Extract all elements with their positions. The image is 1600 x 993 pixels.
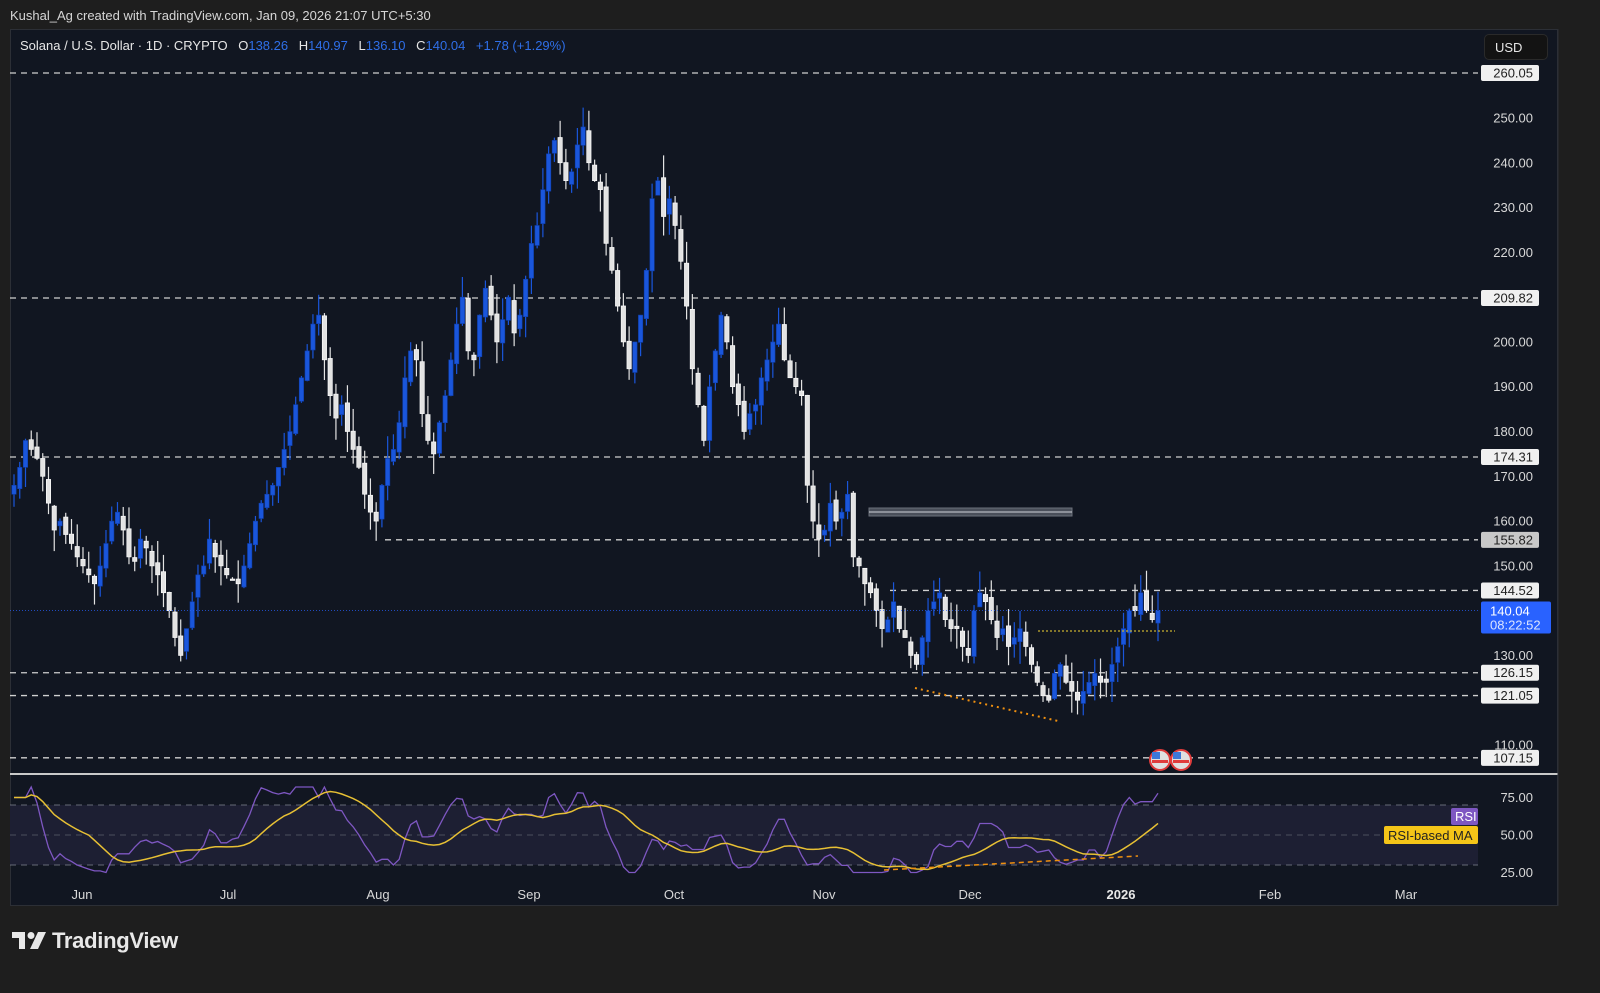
rsi-line [14,785,1159,874]
high-value: 140.97 [308,38,348,53]
svg-text:209.82: 209.82 [1493,290,1533,305]
level-price-label[interactable]: 107.15 [1481,749,1539,766]
rsi-ma-line [14,790,1159,871]
price-axis-tick: 240.00 [1493,155,1533,170]
us-flag-event-icon[interactable] [1170,749,1192,771]
time-axis-label: Jun [72,887,93,902]
price-axis-tick: 150.00 [1493,558,1533,573]
time-axis-label: Feb [1259,887,1281,902]
price-axis-tick: 220.00 [1493,245,1533,260]
tradingview-logo-icon [12,932,46,949]
rsi-axis-tick: 50.00 [1500,828,1533,843]
price-axis-tick: 170.00 [1493,469,1533,484]
time-axis-label: Jul [220,887,237,902]
price-axis-tick: 190.00 [1493,379,1533,394]
level-price-label[interactable]: 260.05 [1481,64,1539,81]
svg-text:140.04: 140.04 [1490,604,1530,619]
level-price-label[interactable]: 121.05 [1481,687,1539,704]
time-axis-label: Aug [366,887,389,902]
price-trendline[interactable] [914,687,1059,722]
time-axis-label: Mar [1395,887,1418,902]
rsi-ma-label-badge: RSI-based MA [1384,826,1478,844]
price-axis-tick: 230.00 [1493,200,1533,215]
time-axis-label: Dec [958,887,982,902]
svg-text:155.82: 155.82 [1493,532,1533,547]
time-axis-label: Nov [812,887,836,902]
symbol-title[interactable]: Solana / U.S. Dollar · 1D · CRYPTO [20,38,228,53]
time-axis-label: Sep [517,887,540,902]
svg-text:174.31: 174.31 [1493,450,1533,465]
price-axis-tick: 130.00 [1493,648,1533,663]
price-axis-tick: 110.00 [1494,738,1533,753]
level-price-label[interactable]: 209.82 [1481,289,1539,306]
rsi-label-badge: RSI [1451,808,1478,825]
svg-text:08:22:52: 08:22:52 [1490,618,1541,633]
time-axis-label: 2026 [1107,887,1136,902]
change-value: +1.78 (+1.29%) [475,38,566,53]
brand-name: TradingView [52,928,178,953]
level-price-label[interactable]: 155.82 [1481,531,1539,548]
low-value: 136.10 [365,38,406,53]
price-axis-tick: 160.00 [1493,514,1533,529]
rsi-axis-tick: 75.00 [1500,790,1533,805]
svg-text:126.15: 126.15 [1493,665,1533,680]
rsi-divergence-line[interactable] [883,855,1139,871]
svg-text:121.05: 121.05 [1493,688,1533,703]
price-axis-tick: 250.00 [1493,111,1533,126]
price-axis-tick: 200.00 [1493,334,1533,349]
close-value: 140.04 [425,38,466,53]
svg-text:144.52: 144.52 [1493,583,1533,598]
time-axis-label: Oct [664,887,685,902]
us-flag-event-icon[interactable] [1149,749,1171,771]
svg-text:260.05: 260.05 [1493,65,1533,80]
svg-text:RSI-based MA: RSI-based MA [1388,828,1473,843]
candlesticks [11,107,1161,716]
level-price-label[interactable]: 126.15 [1481,664,1539,681]
open-value: 138.26 [248,38,289,53]
level-price-label[interactable]: 174.31 [1481,449,1539,466]
currency-button[interactable]: USD [1484,34,1548,60]
chart-credit: Kushal_Ag created with TradingView.com, … [10,8,431,23]
symbol-legend: Solana / U.S. Dollar · 1D · CRYPTO O138.… [20,38,566,53]
svg-text:107.15: 107.15 [1493,750,1533,765]
price-axis-tick: 180.00 [1493,424,1533,439]
svg-text:RSI: RSI [1455,809,1477,824]
tradingview-logo: TradingView [12,928,178,954]
rsi-axis-tick: 25.00 [1500,865,1533,880]
level-price-label[interactable]: 144.52 [1481,582,1539,599]
